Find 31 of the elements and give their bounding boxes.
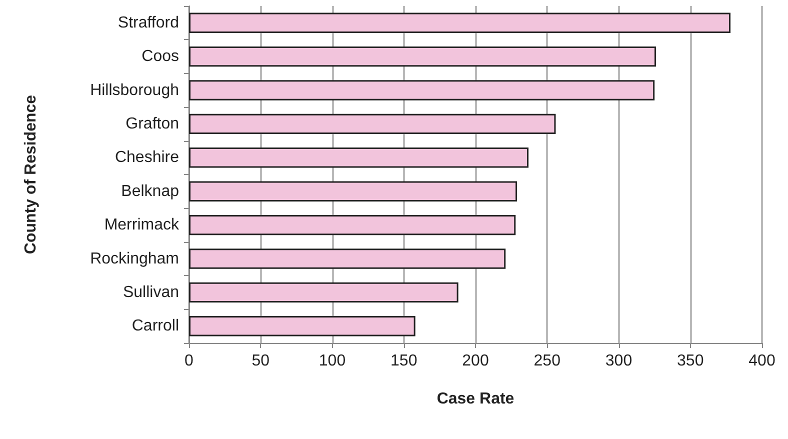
bar <box>189 148 529 168</box>
bar <box>189 80 655 100</box>
x-tick-label: 0 <box>184 352 194 370</box>
y-tick-label: Hillsborough <box>90 82 179 99</box>
y-tick-label: Grafton <box>126 115 179 132</box>
y-tick-label: Sullivan <box>122 284 179 301</box>
bar <box>189 214 516 236</box>
x-tick-label: 200 <box>462 352 489 370</box>
x-tick-label: 300 <box>605 352 632 370</box>
bar <box>189 316 416 336</box>
y-tick-label: Coos <box>142 48 179 66</box>
x-tick-label: 50 <box>252 352 270 370</box>
x-tick-label: 350 <box>677 352 704 370</box>
bar <box>189 181 518 202</box>
x-axis-title: Case Rate <box>436 390 514 408</box>
y-tick-label: Carroll <box>132 318 179 335</box>
x-tick-label: 400 <box>748 352 776 370</box>
bar <box>189 46 656 67</box>
bar <box>189 248 506 269</box>
x-tick-label: 150 <box>390 352 418 370</box>
y-tick-label: Cheshire <box>114 149 180 166</box>
bar <box>189 114 556 134</box>
bar <box>189 12 730 33</box>
y-tick-label: Rockingham <box>90 250 179 268</box>
bar <box>189 282 458 303</box>
y-tick-label: Merrimack <box>104 216 180 234</box>
y-tick-label: Strafford <box>118 14 179 32</box>
y-axis-title: County of Residence <box>22 94 40 254</box>
y-tick-label: Belknap <box>121 182 180 200</box>
x-tick-label: 100 <box>318 352 346 370</box>
x-tick-label: 250 <box>534 352 561 370</box>
